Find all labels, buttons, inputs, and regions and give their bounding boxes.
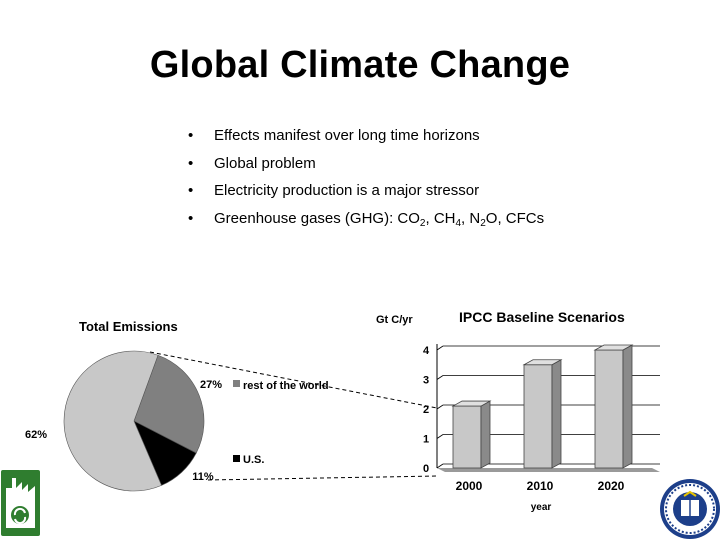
legend-label-us: U.S. [243,454,264,466]
gridline-tick [436,345,444,351]
bullet-text-ghg: Greenhouse gases (GHG): CO2, CH4, N2O, C… [214,209,545,229]
pie-title: Total Emissions [79,319,178,334]
bar-side [622,344,633,469]
legend-label-row: rest of the world [243,380,329,392]
bar-side [480,400,491,469]
pie-slice-label: 11% [192,471,214,483]
bar-xticks: 2000 2010 2020 [456,479,625,493]
bar [523,364,553,469]
bar-side [551,359,562,469]
y-tick-label: 3 [423,375,429,387]
gridline-tick [436,463,444,469]
y-tick-label: 0 [423,463,429,475]
university-seal [660,479,720,539]
bar-top [522,359,563,366]
bar-top [593,344,634,351]
bullet-marker: • [188,127,194,144]
y-tick-label: 1 [423,434,429,446]
bullet-list: • Effects manifest over long time horizon… [188,126,544,236]
recycling-building-logo [1,470,40,536]
legend-swatch-us [233,455,240,462]
x-tick-label: 2010 [527,479,554,493]
bullet-text: Electricity production is a major stress… [214,182,480,199]
bar-floor-plane [437,468,660,472]
bar [594,349,624,469]
bullet-item: • Effects manifest over long time horizon… [188,126,544,154]
bar-title: IPCC Baseline Scenarios [459,309,625,325]
y-tick-label: 2 [423,404,429,416]
pie-slice [63,350,162,492]
bullet-marker: • [188,182,194,199]
bar-xlabel: year [531,502,552,513]
legend-swatch-row [233,380,240,387]
bullet-item: • Greenhouse gases (GHG): CO2, CH4, N2O, … [188,209,544,237]
y-tick-label: 4 [423,345,430,357]
bullet-text: Global problem [214,154,316,172]
bar-floor [436,344,660,472]
bullet-text: Effects manifest over long time horizons [214,127,480,144]
bar [452,405,482,469]
gridline-tick [436,404,444,410]
bullet-marker: • [188,154,194,172]
pie-slice [133,354,205,454]
gridline-tick [436,434,444,439]
x-tick-label: 2020 [598,479,625,493]
pie-chart: 27% 11% 62% [25,350,222,492]
bar-top [451,400,492,407]
bullet-marker: • [188,209,194,227]
dashed-connector [207,475,438,481]
bar-ylabel: Gt C/yr [376,314,413,326]
bullet-item: • Electricity production is a major stres… [188,181,544,209]
bullet-item: • Global problem [188,154,544,182]
x-tick-label: 2000 [456,479,483,493]
slide-title: Global Climate Change [149,44,571,86]
bar-series [451,344,634,469]
bar-yticks: 0 1 2 3 4 [423,345,430,475]
gridline-tick [436,375,444,380]
pie-slice-label: 27% [200,379,222,391]
pie-slice-label: 62% [25,429,47,441]
